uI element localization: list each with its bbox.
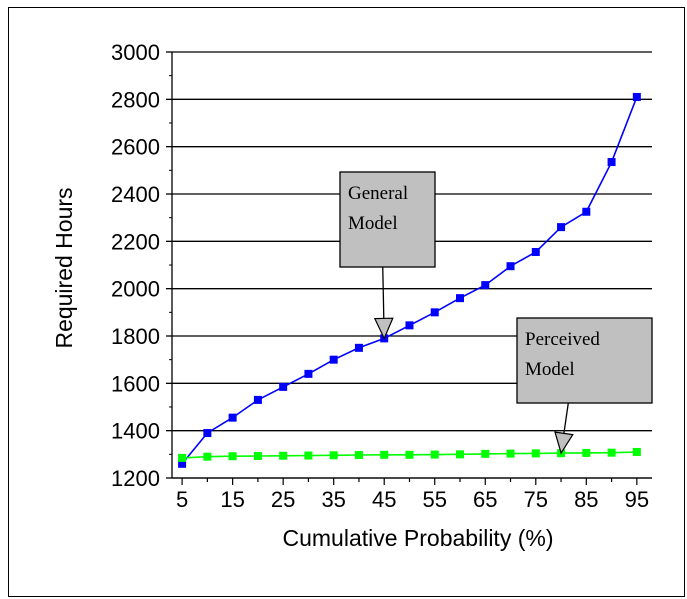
x-tick-label: 95 <box>625 487 649 512</box>
x-tick-label: 85 <box>574 487 598 512</box>
data-point-series-1 <box>178 453 187 462</box>
annotations: General Model Perceived Model <box>339 171 653 455</box>
data-point-series-1 <box>632 447 641 456</box>
x-tick-label: 25 <box>271 487 295 512</box>
callout-box <box>516 317 653 404</box>
data-point-series-0 <box>178 459 187 468</box>
x-tick-label: 45 <box>372 487 396 512</box>
x-axis-title: Cumulative Probability (%) <box>283 525 554 551</box>
data-point-series-1 <box>456 450 464 459</box>
callout-1: Perceived Model <box>516 317 653 455</box>
data-point-series-0 <box>279 382 288 391</box>
data-point-series-0 <box>607 158 616 167</box>
callout-box <box>339 171 436 268</box>
callout-label: Perceived <box>525 329 600 350</box>
callout-arrow-shaft <box>563 402 569 434</box>
data-point-series-0 <box>632 92 641 101</box>
data-point-series-1 <box>380 450 389 459</box>
data-point-series-1 <box>253 451 262 460</box>
callout-arrow-shaft <box>382 266 385 319</box>
callout-label: Model <box>525 359 575 380</box>
y-tick-label: 2600 <box>111 135 160 160</box>
series-line-0 <box>181 96 638 465</box>
data-point-series-0 <box>430 308 439 317</box>
data-point-series-0 <box>582 207 591 216</box>
y-tick-label: 2000 <box>111 277 160 302</box>
y-tick-label: 3000 <box>111 40 160 65</box>
data-point-series-0 <box>481 281 490 290</box>
data-point-series-1 <box>304 451 313 460</box>
data-point-series-0 <box>304 369 313 378</box>
y-tick-label: 1200 <box>111 466 160 491</box>
x-tick-label: 65 <box>473 487 497 512</box>
data-point-series-0 <box>531 247 540 256</box>
data-point-series-1 <box>279 451 288 460</box>
tick-labels: 1200 1400 1600 1800 2000 2200 2400 2600 2800 3000… <box>111 40 649 512</box>
data-point-series-1 <box>329 451 338 460</box>
callout-arrow-head <box>373 317 394 340</box>
x-tick-label: 35 <box>321 487 345 512</box>
data-point-series-1 <box>354 451 363 460</box>
data-point-series-1 <box>203 452 212 461</box>
data-point-series-1 <box>506 449 515 458</box>
data-point-series-1 <box>481 449 490 458</box>
data-point-series-1 <box>531 449 540 458</box>
data-point-series-0 <box>253 395 262 404</box>
data-point-series-1 <box>228 452 237 461</box>
y-tick-label: 2200 <box>111 229 160 254</box>
axes <box>166 51 652 485</box>
callout-arrow-head <box>554 431 574 455</box>
x-tick-label: 15 <box>220 487 244 512</box>
series-layer <box>178 92 641 468</box>
data-point-series-0 <box>354 343 363 352</box>
data-point-series-0 <box>405 321 414 330</box>
x-tick-label: 75 <box>524 487 548 512</box>
callout-label: General <box>348 183 408 204</box>
x-tick-label: 5 <box>176 487 188 512</box>
y-tick-label: 1600 <box>111 371 160 396</box>
data-point-series-1 <box>430 450 439 459</box>
y-tick-label: 1400 <box>111 419 160 444</box>
y-axis-title: Required Hours <box>51 187 77 348</box>
data-point-series-0 <box>557 223 566 232</box>
y-tick-label: 2400 <box>111 182 160 207</box>
y-tick-label: 2800 <box>111 87 160 112</box>
callout-0: General Model <box>339 171 436 340</box>
data-point-series-1 <box>582 448 591 457</box>
data-point-series-1 <box>607 448 616 457</box>
callout-label: Model <box>348 213 398 234</box>
figure-frame <box>8 7 685 597</box>
data-point-series-1 <box>405 450 414 459</box>
data-point-series-0 <box>456 294 464 303</box>
x-tick-label: 55 <box>422 487 446 512</box>
data-point-series-0 <box>203 429 212 438</box>
data-point-series-0 <box>228 413 237 422</box>
y-tick-label: 1800 <box>111 324 160 349</box>
data-point-series-0 <box>329 355 338 364</box>
data-point-series-0 <box>506 262 515 271</box>
